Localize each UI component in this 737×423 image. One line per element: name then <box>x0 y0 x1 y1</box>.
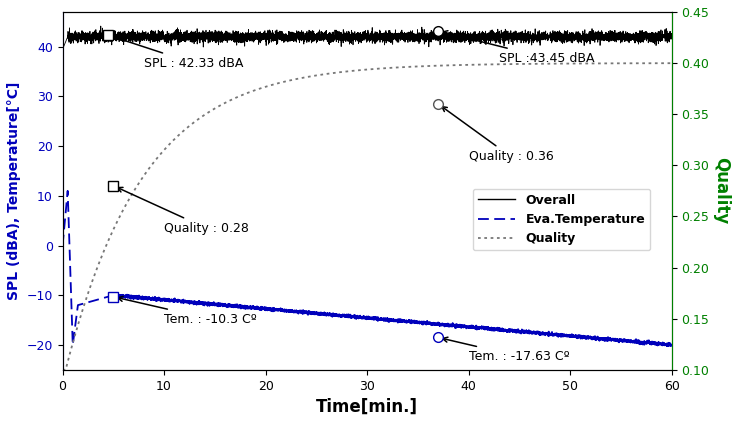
X-axis label: Time[min.]: Time[min.] <box>316 398 418 416</box>
Text: Tem. : -10.3 Cº: Tem. : -10.3 Cº <box>118 297 257 326</box>
Text: SPL : 42.33 dBA: SPL : 42.33 dBA <box>113 36 243 70</box>
Y-axis label: SPL (dBA), Temperature[°C]: SPL (dBA), Temperature[°C] <box>7 82 21 300</box>
Text: Quality : 0.36: Quality : 0.36 <box>441 107 553 163</box>
Text: Tem. : -17.63 Cº: Tem. : -17.63 Cº <box>442 337 569 363</box>
Legend: Overall, Eva.Temperature, Quality: Overall, Eva.Temperature, Quality <box>473 189 650 250</box>
Y-axis label: Quality: Quality <box>712 157 730 225</box>
Text: SPL :43.45 dBA: SPL :43.45 dBA <box>442 31 595 65</box>
Text: Quality : 0.28: Quality : 0.28 <box>117 187 249 235</box>
